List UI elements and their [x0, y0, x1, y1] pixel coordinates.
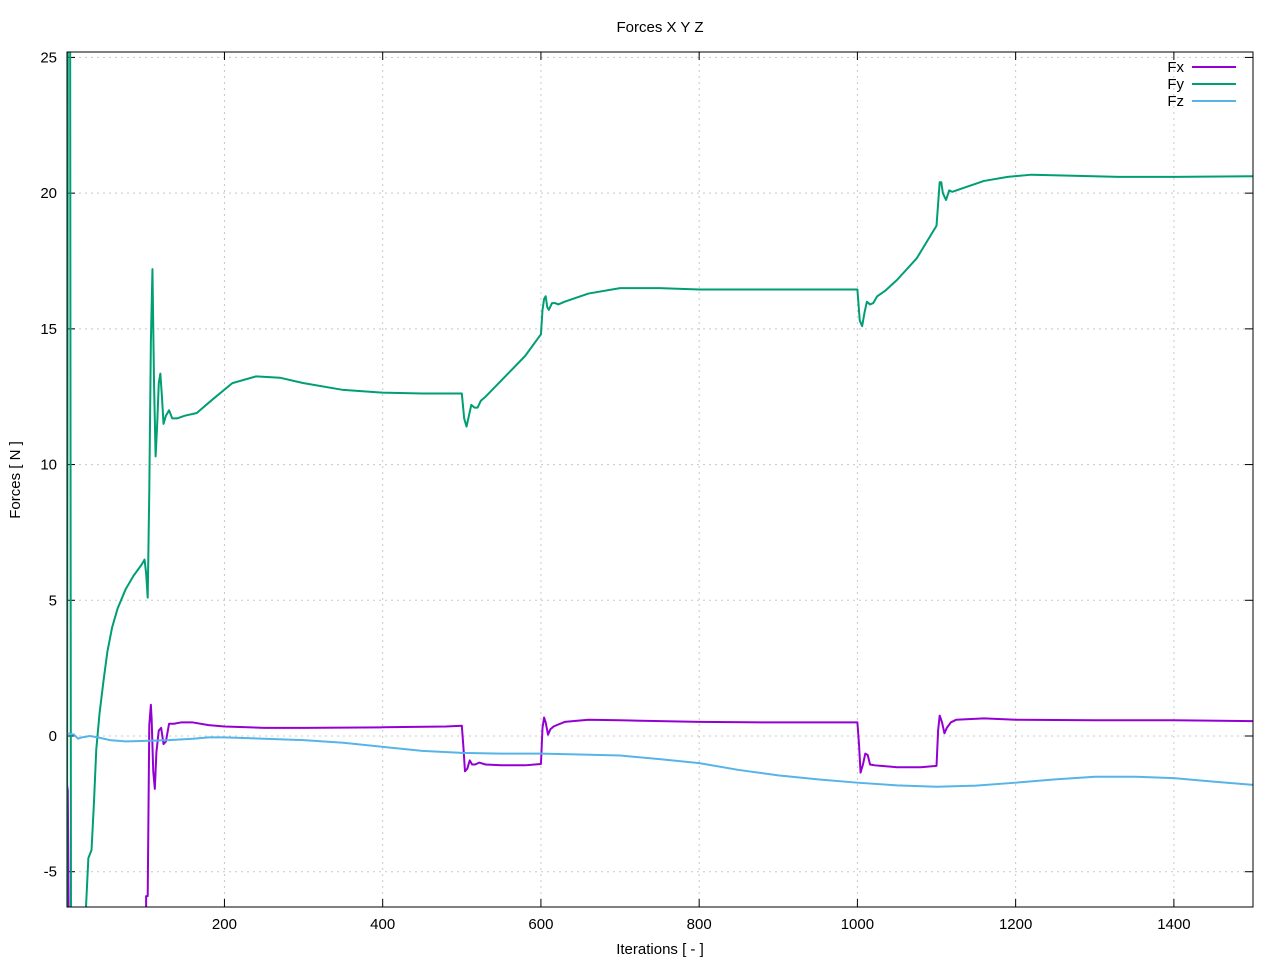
- y-axis-label: Forces [ N ]: [7, 441, 24, 519]
- tick-labels: 200 400 600 800 1000 1200 1400 -5 0 5 10 15 20 25: [40, 49, 1190, 933]
- y-tick-label: 20: [40, 185, 57, 202]
- x-tick-label: 1200: [999, 916, 1032, 933]
- y-tick-label: 25: [40, 49, 57, 66]
- x-tick-label: 600: [528, 916, 553, 933]
- x-tick-label: 200: [212, 916, 237, 933]
- x-tick-label: 400: [370, 916, 395, 933]
- legend-label-fy: Fy: [1167, 76, 1184, 93]
- y-tick-label: 15: [40, 321, 57, 338]
- y-tick-label: 10: [40, 457, 57, 474]
- series-layer: [67, 52, 1253, 907]
- x-axis-label: Iterations [ - ]: [616, 941, 704, 958]
- y-tick-label: 5: [49, 592, 57, 609]
- y-tick-label: 0: [49, 728, 57, 745]
- series-line-fz: [67, 732, 1253, 788]
- y-tick-label: -5: [44, 864, 57, 881]
- x-tick-label: 800: [687, 916, 712, 933]
- plot-frame: [66, 51, 1254, 908]
- legend-label-fx: Fx: [1167, 59, 1184, 76]
- x-tick-label: 1400: [1157, 916, 1190, 933]
- chart-title: Forces X Y Z: [617, 19, 704, 36]
- grid-lines: [67, 52, 1253, 907]
- x-tick-label: 1000: [841, 916, 874, 933]
- legend-label-fz: Fz: [1167, 93, 1184, 110]
